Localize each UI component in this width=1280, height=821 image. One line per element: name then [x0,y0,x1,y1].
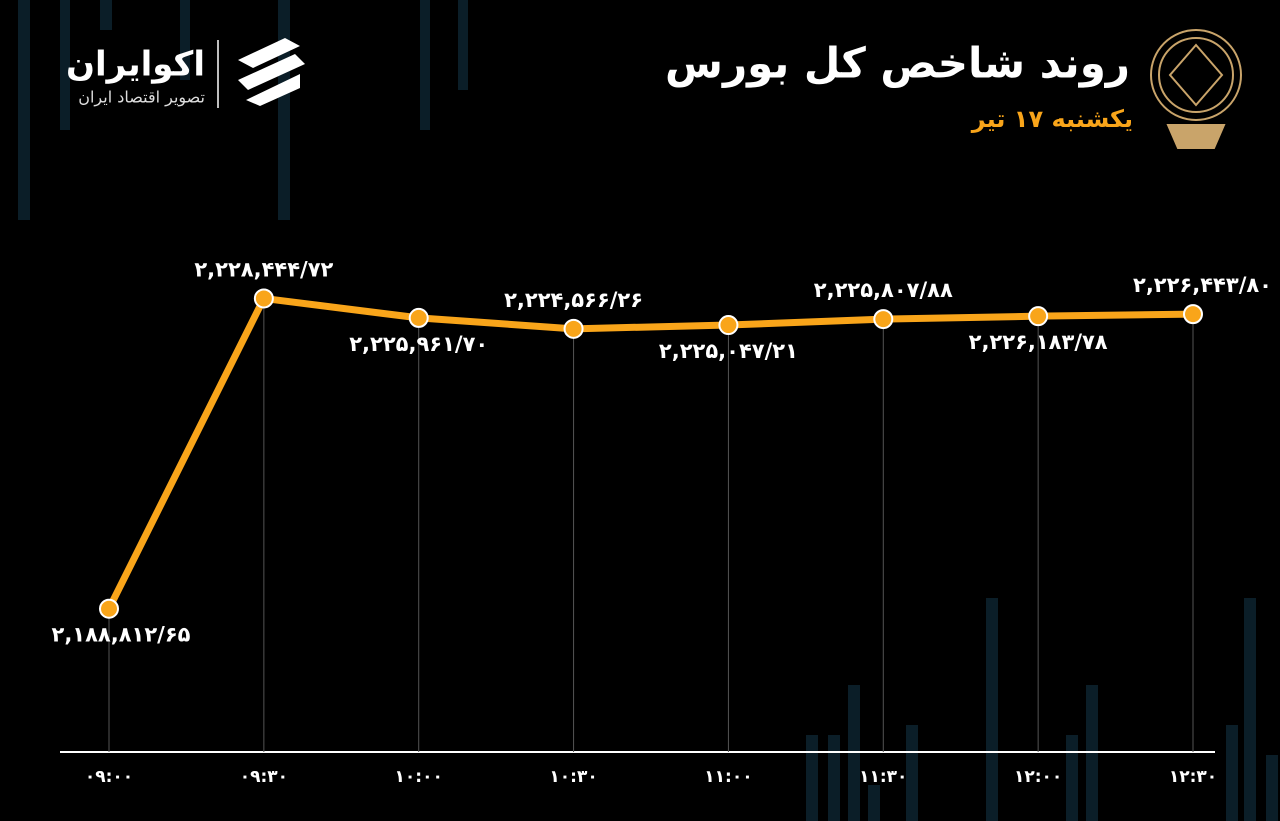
x-tick-label: ۱۲:۳۰ [1169,767,1217,787]
point [408,307,429,328]
value-label: ۲,۲۲۶,۴۴۳/۸۰ [1133,273,1272,297]
point [563,318,584,339]
line [105,294,1194,611]
point [253,288,274,309]
value-label: ۲,۲۲۴,۵۶۶/۲۶ [504,288,643,312]
point [873,309,894,330]
x-tick-label: ۱۲:۰۰ [1014,767,1062,787]
brand-name: اکوایران [66,45,205,85]
point [99,598,119,619]
chart-title: روند شاخص کل بورس [665,39,1130,89]
point [1183,304,1203,325]
logo [217,38,305,108]
brand-tagline: تصویر اقتصاد ایران [78,88,205,108]
value-label: ۲,۲۲۶,۱۸۳/۷۸ [969,330,1108,354]
value-label: ۲,۲۲۵,۹۶۱/۷۰ [349,332,488,356]
emblem [1150,29,1242,149]
value-label: ۲,۲۲۸,۴۴۴/۷۲ [194,257,333,281]
background-bars [18,0,1278,821]
x-tick-label: ۱۰:۳۰ [549,767,597,787]
x-tick-label: ۱۱:۳۰ [859,767,907,787]
value-label: ۲,۲۲۵,۸۰۷/۸۸ [814,278,953,302]
value-label: ۲,۲۲۵,۰۴۷/۲۱ [659,339,798,363]
chart-subtitle: یکشنبه ۱۷ تیر [971,105,1133,133]
x-tick-label: ۰۹:۳۰ [240,767,288,787]
x-tick-label: ۱۰:۰۰ [395,767,443,787]
point [1028,306,1049,327]
x-tick-label: ۱۱:۰۰ [704,767,752,787]
value-label: ۲,۱۸۸,۸۱۲/۶۵ [52,623,191,647]
x-tick-label: ۰۹:۰۰ [85,767,133,787]
point [718,315,739,336]
